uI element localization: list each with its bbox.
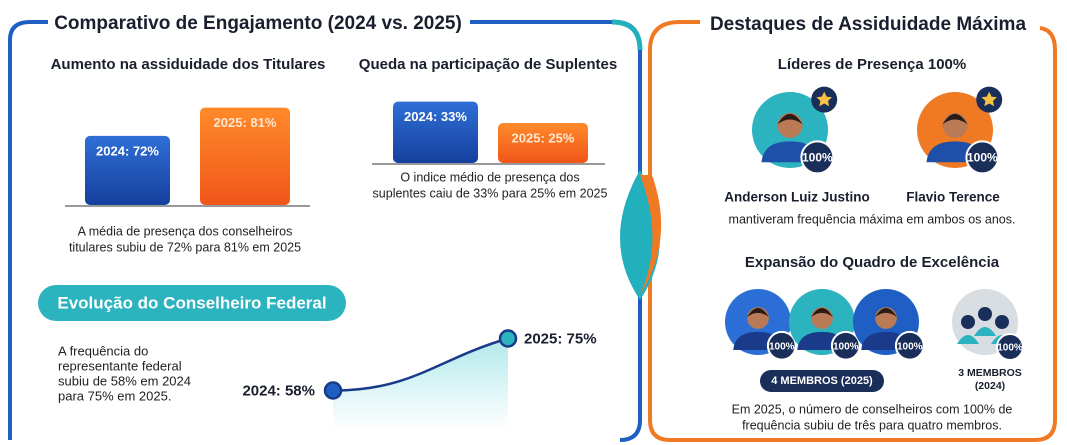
area [333, 339, 508, 431]
body-text: para 75% em 2025. [58, 388, 171, 403]
caption: O indice médio de presença dos [400, 170, 579, 184]
panel-title: Destaques de Assiduidade Máxima [710, 14, 1027, 35]
frame-accent [612, 22, 640, 50]
body-text: subiu de 58% em 2024 [58, 373, 191, 388]
body-text: representante federal [58, 358, 182, 373]
body-text: A frequência do [58, 343, 148, 358]
caption: suplentes caiu de 33% para 25% em 2025 [373, 186, 608, 200]
badge-label: 100% [967, 151, 998, 165]
section-title: Aumento na assiduidade dos Titulares [51, 56, 326, 73]
mini-head [961, 315, 975, 329]
bar-label: 2024: 72% [96, 143, 159, 158]
bar-label: 2025: 81% [214, 115, 277, 130]
point [500, 331, 516, 347]
caption: mantiveram frequência máxima em ambos os… [729, 212, 1016, 226]
members-label: 3 MEMBROS [958, 367, 1022, 379]
section-title: Evolução do Conselheiro Federal [57, 293, 326, 312]
panel-title: Comparativo de Engajamento (2024 vs. 202… [54, 13, 462, 34]
badge-label: 100% [997, 343, 1023, 354]
caption: A média de presença dos conselheiros [78, 224, 293, 238]
mini-head [995, 315, 1009, 329]
caption: frequência subiu de três para quatro mem… [742, 418, 1002, 432]
bar-label: 2024: 33% [404, 109, 467, 124]
section-title: Queda na participação de Suplentes [359, 56, 617, 73]
infographic: Comparativo de Engajamento (2024 vs. 202… [0, 0, 1067, 445]
badge-label: 100% [769, 341, 795, 352]
caption: titulares subiu de 72% para 81% em 2025 [69, 240, 301, 254]
point [325, 383, 341, 399]
point-label: 2024: 58% [242, 382, 315, 399]
members-label: 4 MEMBROS (2025) [771, 375, 873, 387]
members-label: (2024) [975, 380, 1005, 392]
bar-label: 2025: 25% [512, 130, 575, 145]
person-name: Flavio Terence [906, 190, 1000, 205]
person-name: Anderson Luiz Justino [724, 190, 870, 205]
mini-head [978, 307, 992, 321]
section-title: Expansão do Quadro de Excelência [745, 254, 1000, 271]
section-title: Líderes de Presença 100% [778, 56, 966, 73]
badge-label: 100% [897, 341, 923, 352]
point-label: 2025: 75% [524, 330, 597, 347]
caption: Em 2025, o número de conselheiros com 10… [732, 402, 1013, 416]
badge-label: 100% [833, 341, 859, 352]
badge-label: 100% [802, 151, 833, 165]
